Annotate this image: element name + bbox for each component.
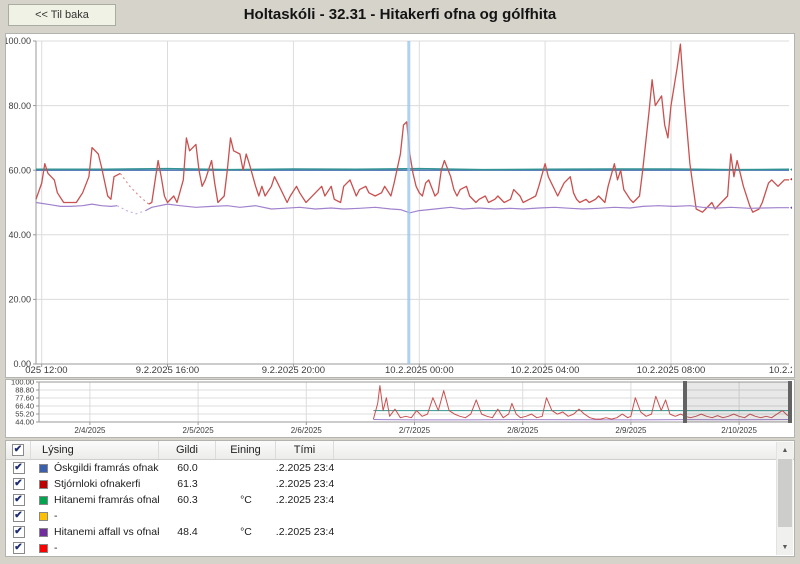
svg-text:10.2.2025 04:00: 10.2.2025 04:00: [511, 365, 580, 376]
current-value-marker: [790, 175, 796, 184]
row-label: Hitanemi affall vs ofnakerfi: [54, 526, 159, 538]
svg-text:100.00: 100.00: [6, 36, 31, 46]
series-color-swatch: [39, 479, 48, 489]
table-row[interactable]: ✔ Hitanemi affall vs ofnakerfi 48.4 °C 9.2.2…: [6, 524, 794, 540]
series-color-swatch: [39, 463, 48, 473]
current-value-marker: [790, 165, 796, 174]
svg-text:9.2.2025 20:00: 9.2.2025 20:00: [262, 365, 325, 376]
row-label: -: [54, 542, 58, 554]
row-checkbox[interactable]: ✔: [12, 462, 25, 474]
row-checkbox[interactable]: ✔: [12, 542, 25, 554]
svg-text:20.00: 20.00: [8, 295, 31, 305]
svg-text:2/7/2025: 2/7/2025: [399, 426, 431, 435]
svg-text:10.2.2025 08:00: 10.2.2025 08:00: [637, 365, 706, 376]
table-row[interactable]: ✔ Stjórnloki ofnakerfi 61.3 9.2.2025 23:40: [6, 476, 794, 492]
svg-text:2/6/2025: 2/6/2025: [291, 426, 323, 435]
svg-text:2/4/2025: 2/4/2025: [74, 426, 106, 435]
table-row[interactable]: ✔ -: [6, 540, 794, 556]
scroll-down-icon[interactable]: ▼: [777, 539, 793, 555]
row-label: Óskgildi framrás ofnakerfi: [54, 462, 159, 474]
svg-text:100.00: 100.00: [11, 380, 34, 387]
overview-selection[interactable]: [685, 382, 790, 422]
column-header-Tími: Tími: [276, 441, 334, 459]
series-color-swatch: [39, 543, 48, 553]
row-checkbox[interactable]: ✔: [12, 510, 25, 522]
row-label: -: [54, 510, 58, 522]
svg-text:60.00: 60.00: [8, 165, 31, 175]
svg-text:40.00: 40.00: [8, 230, 31, 240]
svg-text:2/8/2025: 2/8/2025: [507, 426, 539, 435]
select-all-checkbox[interactable]: ✔: [12, 444, 24, 456]
table-row[interactable]: ✔ Óskgildi framrás ofnakerfi 60.0 9.2.2025 …: [6, 460, 794, 476]
overview-chart-panel: 44.00 55.20 66.40 77.60 88.80 100.00 2/4/2025 2…: [5, 378, 795, 438]
scroll-thumb[interactable]: [778, 459, 792, 527]
column-header-check: ✔: [6, 441, 31, 459]
series-color-swatch: [39, 495, 48, 505]
svg-text:80.00: 80.00: [8, 101, 31, 111]
svg-text:77.60: 77.60: [15, 394, 34, 403]
row-time: 9.2.2025 23:40: [276, 462, 334, 474]
svg-text:10.2.2025 12:00: 10.2.2025 12:00: [769, 365, 792, 376]
row-time: 9.2.2025 23:40: [276, 526, 334, 538]
main-chart-panel: 0.00 20.00 40.00 60.00 80.00 100.00 025 12:00 9…: [3, 33, 800, 378]
svg-text:2/5/2025: 2/5/2025: [183, 426, 215, 435]
series-table-panel: ✔ Lýsing Gildi Eining Tími ✔ Óskgildi framrás…: [5, 440, 795, 557]
table-row[interactable]: ✔ Hitanemi framrás ofnakerfi 60.3 °C 9.2.202…: [6, 492, 794, 508]
svg-text:55.20: 55.20: [15, 410, 34, 419]
svg-text:88.80: 88.80: [15, 386, 34, 395]
row-time: 9.2.2025 23:40: [276, 494, 334, 506]
table-body: ✔ Óskgildi framrás ofnakerfi 60.0 9.2.2025 …: [6, 460, 794, 556]
table-scrollbar[interactable]: ▲ ▼: [776, 442, 793, 555]
row-label: Hitanemi framrás ofnakerfi: [54, 494, 159, 506]
page-title: Holtaskóli - 32.31 - Hitakerfi ofna og g…: [243, 6, 557, 23]
selection-handle-left[interactable]: [683, 381, 687, 423]
row-value: 48.4: [177, 526, 198, 538]
svg-text:2/10/2025: 2/10/2025: [721, 426, 757, 435]
table-row[interactable]: ✔ -: [6, 508, 794, 524]
svg-text:2/9/2025: 2/9/2025: [615, 426, 647, 435]
row-value: 61.3: [177, 478, 198, 490]
svg-text:9.2.2025 16:00: 9.2.2025 16:00: [136, 365, 199, 376]
column-header-spacer: [334, 441, 794, 459]
row-value: 60.0: [177, 462, 198, 474]
row-value: 60.3: [177, 494, 198, 506]
svg-text:025 12:00: 025 12:00: [25, 365, 67, 376]
row-unit: °C: [240, 494, 252, 506]
column-header-Eining: Eining: [216, 441, 276, 459]
main-trend-chart[interactable]: 0.00 20.00 40.00 60.00 80.00 100.00 025 12:00 9…: [3, 34, 800, 376]
row-checkbox[interactable]: ✔: [12, 478, 25, 490]
svg-text:44.00: 44.00: [15, 418, 34, 427]
back-button[interactable]: << Til baka: [8, 4, 116, 26]
series-color-swatch: [39, 511, 48, 521]
row-time: 9.2.2025 23:40: [276, 478, 334, 490]
table-header: ✔ Lýsing Gildi Eining Tími: [6, 441, 794, 460]
svg-text:10.2.2025 00:00: 10.2.2025 00:00: [385, 365, 454, 376]
row-checkbox[interactable]: ✔: [12, 494, 25, 506]
row-checkbox[interactable]: ✔: [12, 526, 25, 538]
column-header-Gildi: Gildi: [159, 441, 216, 459]
column-header-Lýsing: Lýsing: [31, 441, 159, 459]
svg-text:66.40: 66.40: [15, 402, 34, 411]
selection-handle-right[interactable]: [788, 381, 792, 423]
current-value-marker: [790, 203, 796, 212]
scroll-up-icon[interactable]: ▲: [777, 442, 793, 458]
row-unit: °C: [240, 526, 252, 538]
row-label: Stjórnloki ofnakerfi: [54, 478, 141, 490]
svg-text:0.00: 0.00: [13, 359, 31, 369]
series-color-swatch: [39, 527, 48, 537]
